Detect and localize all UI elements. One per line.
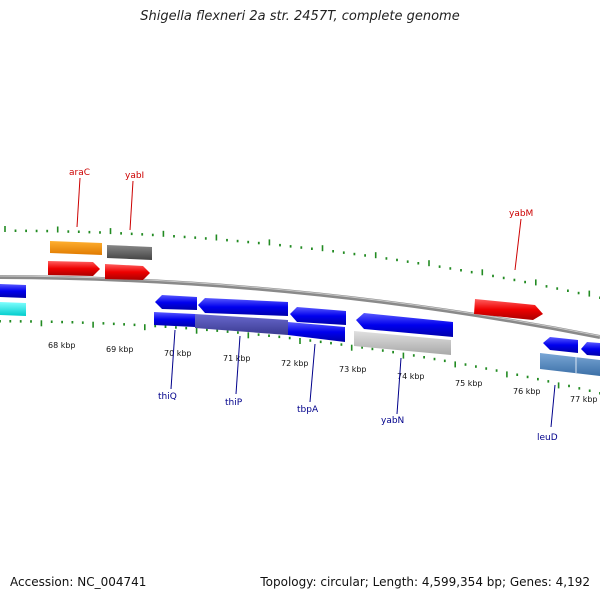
map-title: Shigella flexneri 2a str. 2457T, complet… bbox=[140, 9, 460, 24]
gene-yabi-gray bbox=[107, 245, 152, 260]
gene-arac-orange bbox=[50, 241, 102, 255]
gene-right-arrow bbox=[581, 342, 600, 356]
gene-label-leader bbox=[514, 218, 522, 271]
gene-label-yabi: yabI bbox=[125, 171, 144, 181]
gene-label-leader bbox=[235, 335, 241, 395]
gene-label-leud: leuD bbox=[537, 433, 558, 443]
gene-blue-bar-1 bbox=[154, 312, 195, 327]
inner-tick-track bbox=[0, 320, 600, 395]
gene-leud-arrow bbox=[543, 337, 578, 353]
gene-label-leader bbox=[396, 357, 402, 415]
gene-thip-bar bbox=[195, 314, 288, 335]
gene-yabn-arrow bbox=[356, 313, 453, 337]
gene-tbpa-bar bbox=[288, 322, 345, 342]
kbp-label: 74 kbp bbox=[397, 372, 425, 381]
accession-text: Accession: NC_004741 bbox=[10, 575, 147, 589]
gene-thiq-arrow bbox=[155, 295, 197, 310]
genome-backbone-highlight bbox=[0, 275, 600, 337]
gene-label-leader bbox=[76, 177, 81, 228]
gene-label-leader bbox=[550, 384, 556, 428]
gene-yabi-arrow bbox=[105, 264, 150, 280]
gene-label-thip: thiP bbox=[225, 398, 243, 408]
gene-label-tbpa: tbpA bbox=[297, 405, 319, 415]
gene-label-thiq: thiQ bbox=[158, 392, 177, 402]
gene-label-arac: araC bbox=[69, 168, 90, 178]
gene-label-leader bbox=[170, 329, 176, 390]
kbp-label: 68 kbp bbox=[48, 341, 76, 350]
kbp-label: 69 kbp bbox=[106, 345, 134, 354]
gene-label-leader bbox=[129, 180, 134, 231]
kbp-label: 73 kbp bbox=[339, 365, 367, 374]
gene-label-yabn: yabN bbox=[381, 416, 404, 426]
gene-left-cyan bbox=[0, 302, 26, 316]
kbp-label: 76 kbp bbox=[513, 387, 541, 396]
gene-arac-arrow bbox=[48, 261, 100, 276]
gene-label-leader bbox=[309, 343, 316, 403]
kbp-label: 72 kbp bbox=[281, 359, 309, 368]
gene-thip-arrow bbox=[198, 298, 288, 316]
kbp-label: 77 kbp bbox=[570, 395, 598, 404]
gene-yabn-bar bbox=[354, 331, 451, 355]
kbp-label: 70 kbp bbox=[164, 349, 192, 358]
gene-label-yabm: yabM bbox=[509, 209, 533, 219]
kbp-label: 71 kbp bbox=[223, 354, 251, 363]
gene-tbpa-arrow bbox=[290, 307, 346, 325]
kbp-label: 75 kbp bbox=[455, 379, 483, 388]
outer-tick-track bbox=[4, 226, 600, 299]
gene-left-blue bbox=[0, 284, 26, 298]
gene-yabm-arrow bbox=[474, 299, 543, 320]
genome-backbone bbox=[0, 275, 600, 339]
genome-summary-text: Topology: circular; Length: 4,599,354 bp… bbox=[260, 575, 590, 589]
gene-leud-bar bbox=[540, 353, 600, 376]
